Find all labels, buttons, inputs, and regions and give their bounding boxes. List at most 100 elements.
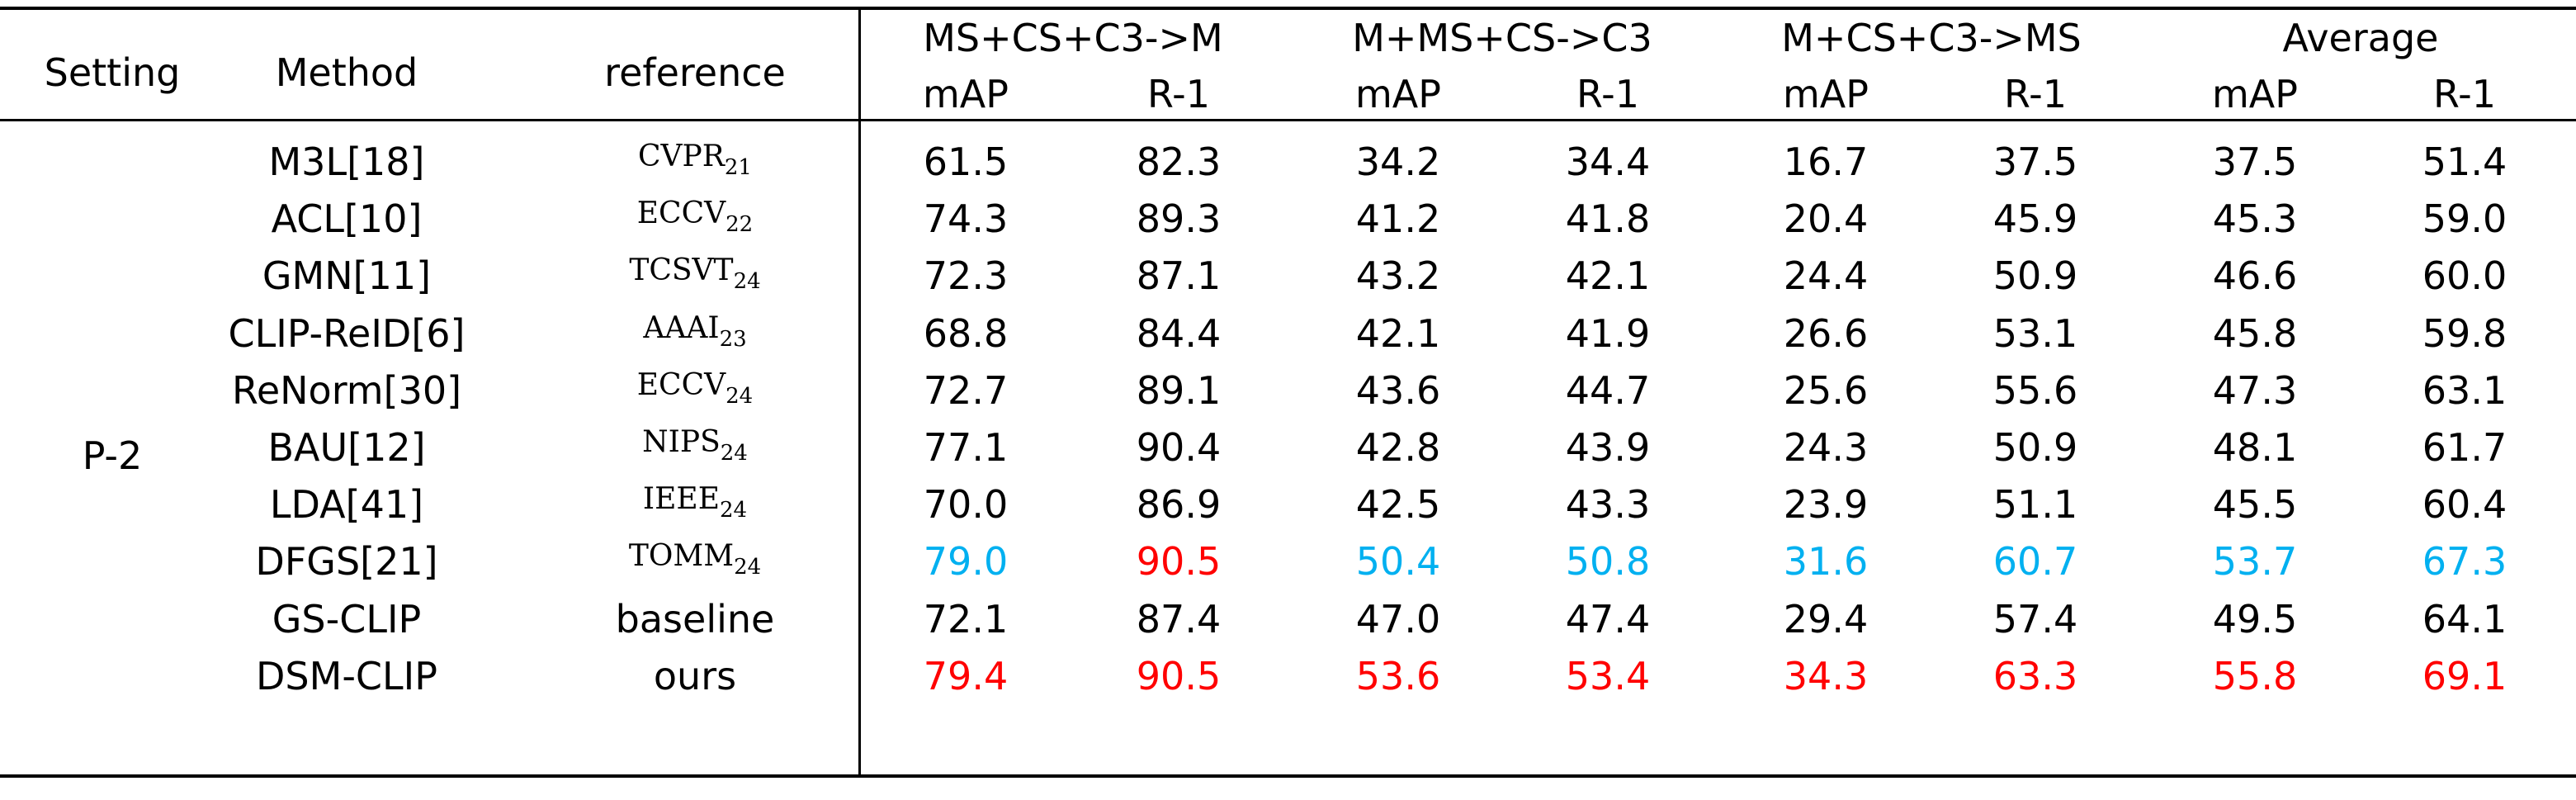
- header-group: MS+CS+C3->M: [923, 16, 1223, 60]
- method-name: ReNorm[30]: [231, 368, 462, 413]
- value-cell: 42.1: [1565, 253, 1651, 298]
- value-cell: 67.3: [2422, 539, 2507, 584]
- header-reference: reference: [604, 50, 786, 95]
- value-cell: 84.4: [1136, 311, 1222, 356]
- value-cell: 51.4: [2422, 140, 2507, 184]
- value-cell: 89.3: [1136, 196, 1222, 241]
- value-cell: 42.8: [1355, 425, 1441, 470]
- value-cell: 53.1: [1992, 311, 2078, 356]
- value-cell: 43.9: [1565, 425, 1651, 470]
- value-cell: 90.4: [1136, 425, 1222, 470]
- value-cell: 60.7: [1992, 539, 2078, 584]
- reference-venue: AAAI23: [643, 305, 746, 352]
- setting-value: P-2: [82, 433, 143, 478]
- value-cell: 72.3: [923, 253, 1009, 298]
- value-cell: 72.7: [923, 368, 1009, 413]
- value-cell: 20.4: [1783, 196, 1869, 241]
- reference-label: ours: [653, 654, 737, 698]
- value-cell: 57.4: [1992, 597, 2078, 641]
- value-cell: 49.5: [2212, 597, 2298, 641]
- header-group: Average: [2282, 16, 2439, 60]
- venue-year: 24: [734, 555, 762, 580]
- value-cell: 79.4: [923, 654, 1009, 698]
- value-cell: 47.4: [1565, 597, 1651, 641]
- value-cell: 47.3: [2212, 368, 2298, 413]
- value-cell: 72.1: [923, 597, 1009, 641]
- header-metric: R-1: [1147, 72, 1210, 116]
- value-cell: 16.7: [1783, 140, 1869, 184]
- reference-venue: ECCV24: [637, 362, 753, 409]
- header-metric: R-1: [2433, 72, 2496, 116]
- value-cell: 60.4: [2422, 482, 2507, 527]
- header-rule: [0, 119, 2576, 121]
- value-cell: 50.8: [1565, 539, 1651, 584]
- method-name: CLIP-ReID[6]: [228, 311, 466, 356]
- venue-name: NIPS: [642, 425, 721, 459]
- venue-year: 24: [719, 498, 748, 523]
- value-cell: 24.3: [1783, 425, 1869, 470]
- value-cell: 82.3: [1136, 140, 1222, 184]
- value-cell: 74.3: [923, 196, 1009, 241]
- value-cell: 41.8: [1565, 196, 1651, 241]
- value-cell: 68.8: [923, 311, 1009, 356]
- method-name: BAU[12]: [267, 425, 426, 470]
- header-group: M+CS+C3->MS: [1781, 16, 2082, 60]
- method-name: GS-CLIP: [272, 597, 422, 641]
- value-cell: 37.5: [2212, 140, 2298, 184]
- header-method: Method: [275, 50, 418, 95]
- venue-name: ECCV: [636, 368, 726, 402]
- value-cell: 29.4: [1783, 597, 1869, 641]
- value-cell: 87.1: [1136, 253, 1222, 298]
- value-cell: 61.5: [923, 140, 1009, 184]
- value-cell: 34.2: [1355, 140, 1441, 184]
- value-cell: 63.3: [1992, 654, 2078, 698]
- value-cell: 79.0: [923, 539, 1009, 584]
- value-cell: 47.0: [1355, 597, 1441, 641]
- header-metric: R-1: [1576, 72, 1639, 116]
- value-cell: 50.4: [1355, 539, 1441, 584]
- value-cell: 45.5: [2212, 482, 2298, 527]
- value-cell: 90.5: [1136, 539, 1222, 584]
- value-cell: 55.6: [1992, 368, 2078, 413]
- method-name: GMN[11]: [262, 253, 432, 298]
- value-cell: 24.4: [1783, 253, 1869, 298]
- venue-name: TCSVT: [629, 253, 734, 287]
- reference-venue: CVPR21: [638, 134, 752, 180]
- venue-year: 24: [726, 384, 754, 409]
- value-cell: 46.6: [2212, 253, 2298, 298]
- column-divider: [858, 7, 861, 778]
- header-metric: mAP: [1782, 72, 1869, 116]
- value-cell: 37.5: [1992, 140, 2078, 184]
- value-cell: 53.7: [2212, 539, 2298, 584]
- value-cell: 42.1: [1355, 311, 1441, 356]
- header-metric: R-1: [2004, 72, 2067, 116]
- value-cell: 53.4: [1565, 654, 1651, 698]
- value-cell: 31.6: [1783, 539, 1869, 584]
- venue-year: 22: [726, 212, 754, 237]
- reference-venue: ECCV22: [637, 191, 753, 237]
- value-cell: 60.0: [2422, 253, 2507, 298]
- value-cell: 43.6: [1355, 368, 1441, 413]
- reference-venue: TCSVT24: [629, 248, 760, 294]
- value-cell: 59.0: [2422, 196, 2507, 241]
- venue-year: 21: [724, 155, 752, 180]
- value-cell: 61.7: [2422, 425, 2507, 470]
- venue-year: 24: [720, 441, 748, 466]
- value-cell: 89.1: [1136, 368, 1222, 413]
- value-cell: 69.1: [2422, 654, 2507, 698]
- value-cell: 48.1: [2212, 425, 2298, 470]
- value-cell: 44.7: [1565, 368, 1651, 413]
- header-metric: mAP: [2211, 72, 2299, 116]
- venue-name: CVPR: [638, 140, 725, 173]
- value-cell: 77.1: [923, 425, 1009, 470]
- value-cell: 50.9: [1992, 425, 2078, 470]
- method-name: LDA[41]: [269, 482, 424, 527]
- header-metric: mAP: [1354, 72, 1442, 116]
- venue-name: AAAI: [643, 311, 720, 345]
- value-cell: 25.6: [1783, 368, 1869, 413]
- top-rule: [0, 7, 2576, 10]
- value-cell: 23.9: [1783, 482, 1869, 527]
- reference-label: baseline: [615, 597, 775, 641]
- value-cell: 45.8: [2212, 311, 2298, 356]
- value-cell: 59.8: [2422, 311, 2507, 356]
